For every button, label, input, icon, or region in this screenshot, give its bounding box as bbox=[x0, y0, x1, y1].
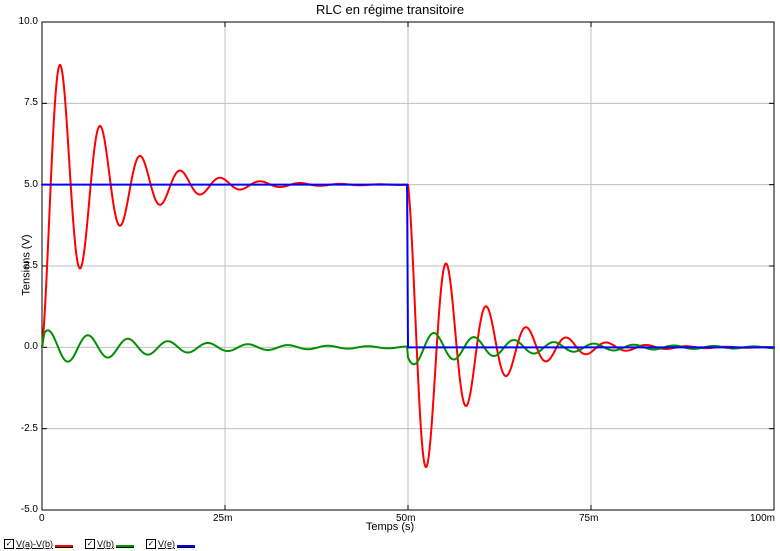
legend-swatch bbox=[55, 545, 73, 547]
legend-checkbox[interactable]: ✓ bbox=[146, 539, 156, 549]
y-tick-label: 0.0 bbox=[24, 341, 38, 352]
legend-swatch bbox=[177, 545, 195, 547]
y-tick-label: -2.5 bbox=[21, 423, 38, 434]
legend-checkbox[interactable]: ✓ bbox=[4, 539, 14, 549]
y-tick-label: -5.0 bbox=[21, 504, 38, 515]
x-axis-label: Temps (s) bbox=[0, 521, 780, 533]
legend-item[interactable]: ✓V(b) bbox=[85, 539, 134, 549]
y-tick-label: 2.5 bbox=[24, 260, 38, 271]
y-tick-label: 10.0 bbox=[19, 16, 38, 27]
legend-checkbox[interactable]: ✓ bbox=[85, 539, 95, 549]
legend-item[interactable]: ✓V(e) bbox=[146, 539, 195, 549]
chart-legend: ✓V(a)-V(b)✓V(b)✓V(e) bbox=[4, 539, 195, 549]
legend-label: V(e) bbox=[158, 539, 175, 549]
legend-label: V(b) bbox=[97, 539, 114, 549]
y-tick-label: 5.0 bbox=[24, 179, 38, 190]
legend-item[interactable]: ✓V(a)-V(b) bbox=[4, 539, 73, 549]
y-tick-label: 7.5 bbox=[24, 97, 38, 108]
legend-swatch bbox=[116, 545, 134, 547]
legend-label: V(a)-V(b) bbox=[16, 539, 53, 549]
chart-plot-area bbox=[0, 0, 780, 530]
